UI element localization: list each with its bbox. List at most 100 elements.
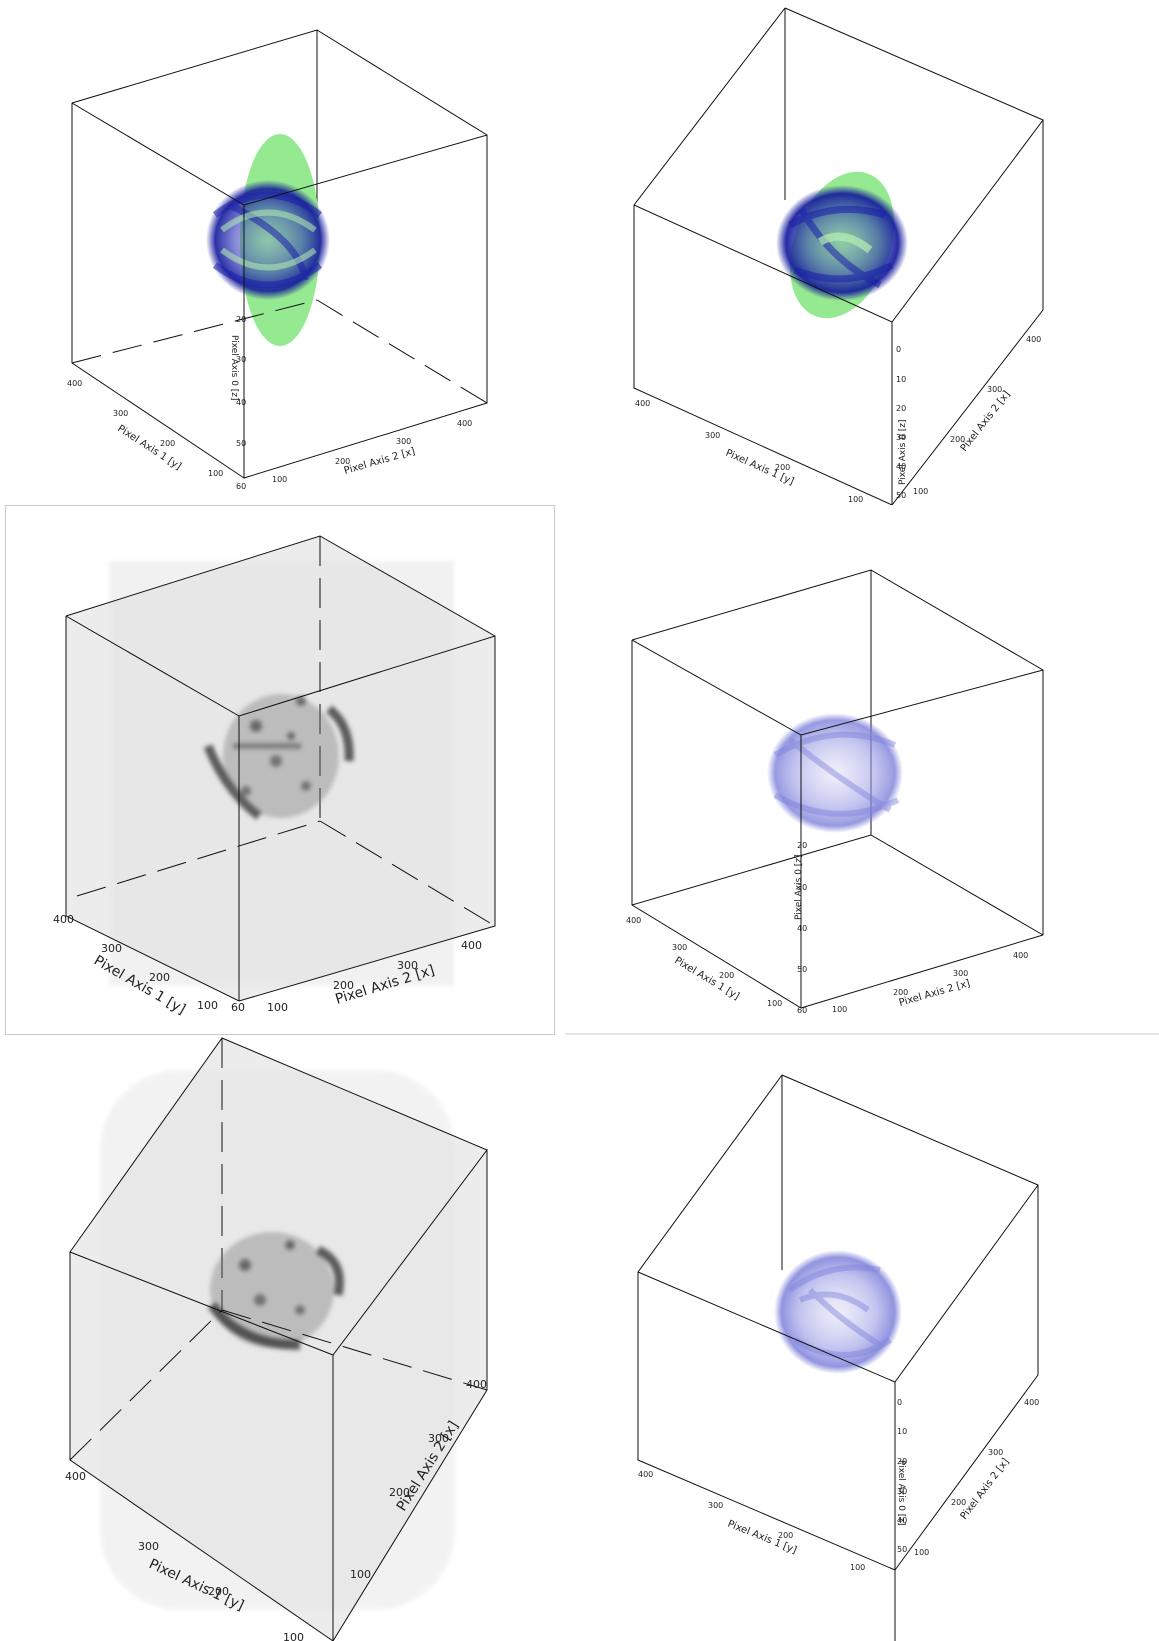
x-axis-label: Pixel Axis 2 [x] [898, 978, 972, 1009]
y-axis-ticks: 100 200 300 400 [65, 1470, 304, 1641]
x-tick: 200 [893, 988, 908, 997]
z-tick: 40 [897, 1516, 907, 1525]
z-tick: 20 [236, 315, 246, 324]
x-tick: 200 [950, 435, 965, 444]
z-axis-ticks: 20 30 40 50 60 [797, 841, 807, 1015]
cube-back-edges [637, 1074, 783, 1273]
y-tick: 300 [708, 1501, 723, 1510]
y-axis-ticks: 100 200 300 400 [53, 913, 218, 1012]
x-tick: 400 [1026, 335, 1041, 344]
x-tick: 400 [461, 939, 482, 952]
panel-bottom-right: 0 10 20 30 40 50 Pixel Axis 0 [z] 100 20… [580, 1035, 1159, 1641]
z-tick: 20 [797, 841, 807, 850]
y-tick: 100 [767, 999, 782, 1008]
z-axis-label: Pixel Axis 0 [z] [896, 1460, 906, 1526]
y-axis-ticks: 100 200 300 400 [626, 916, 782, 1008]
y-tick: 200 [208, 1585, 229, 1598]
x-tick: 200 [389, 1486, 410, 1499]
blue-ring-volume [776, 185, 908, 301]
z-tick: 10 [897, 1427, 907, 1436]
z-tick: 40 [797, 924, 807, 933]
cube-front-edges [69, 1037, 488, 1253]
panel-top-left: 20 30 40 50 60 Pixel Axis 0 [z] 100 200 … [0, 0, 560, 505]
panel-middle-left: 100 200 300 400 Pixel Axis 1 [y] 60 100 … [5, 505, 555, 1035]
y-tick: 200 [778, 1531, 793, 1540]
z-tick: 0 [897, 1398, 902, 1407]
x-axis-ticks: 100 200 300 400 [350, 1378, 487, 1581]
z-axis-label: Pixel Axis 0 [z] [898, 419, 908, 485]
cube-front-edges [65, 535, 496, 637]
x-axis-label: Pixel Axis 2 [x] [343, 446, 417, 477]
x-tick: 300 [396, 437, 411, 446]
z-tick: 30 [236, 355, 246, 364]
y-axis-ticks: 100 200 300 400 [67, 379, 223, 478]
z-tick: 20 [896, 404, 906, 413]
cube-front-edges [71, 102, 245, 479]
y-axis-ticks: 100 200 300 400 [635, 399, 863, 504]
x-tick: 100 [913, 487, 928, 496]
cube-back-edges [631, 569, 1044, 935]
x-axis-label: Pixel Axis 2 [x] [959, 389, 1013, 454]
x-tick: 200 [335, 457, 350, 466]
x-tick: 200 [333, 979, 354, 992]
y-tick: 400 [626, 916, 641, 925]
y-tick: 300 [101, 942, 122, 955]
render-3d-volume: 20 30 40 50 60 Pixel Axis 0 [z] 100 200 … [565, 569, 1159, 1035]
z-axis-label: Pixel Axis 0 [z] [229, 335, 239, 401]
x-tick: 100 [272, 475, 287, 484]
z-tick: 50 [897, 1545, 907, 1554]
y-tick: 400 [635, 399, 650, 408]
x-tick: 100 [832, 1005, 847, 1014]
z-tick: 30 [897, 1487, 907, 1496]
z-tick: 50 [896, 491, 906, 500]
cube-back-edges [71, 29, 488, 136]
render-3d-volume: 0 10 20 30 40 50 Pixel Axis 0 [z] 100 20… [633, 7, 1044, 505]
x-axis-ticks: 100 200 300 400 [832, 951, 1028, 1014]
z-tick: 50 [236, 439, 246, 448]
y-tick: 100 [850, 1563, 865, 1572]
z-axis-label: Pixel Axis 0 [z] [794, 854, 804, 920]
z-axis-ticks: 20 30 40 50 60 [236, 315, 246, 491]
y-tick: 100 [208, 469, 223, 478]
x-tick: 200 [951, 1498, 966, 1507]
y-tick: 400 [67, 379, 82, 388]
x-tick: 300 [428, 1432, 449, 1445]
x-tick: 100 [267, 1001, 288, 1014]
x-axis-label: Pixel Axis 2 [x] [959, 1456, 1012, 1521]
x-tick: 400 [1024, 1398, 1039, 1407]
z-tick: 30 [896, 433, 906, 442]
z-tick: 10 [896, 375, 906, 384]
y-tick: 200 [160, 439, 175, 448]
render-3d-volume: 0 10 20 30 40 50 Pixel Axis 0 [z] 100 20… [637, 1074, 1039, 1641]
y-tick: 300 [672, 943, 687, 952]
x-tick: 400 [457, 419, 472, 428]
z-tick: 60 [797, 1006, 807, 1015]
x-axis-ticks: 100 200 300 400 [267, 939, 482, 1014]
x-tick: 400 [1013, 951, 1028, 960]
z-tick: 50 [797, 965, 807, 974]
dark-blob-shell [203, 694, 354, 820]
render-3d-volume: 100 200 300 400 Pixel Axis 1 [y] 60 100 … [53, 535, 496, 1018]
z-tick: 40 [236, 398, 246, 407]
y-tick: 300 [705, 431, 720, 440]
z-axis-ticks: 0 10 20 30 40 50 [897, 1398, 907, 1554]
z-tick: 30 [797, 883, 807, 892]
x-tick: 400 [466, 1378, 487, 1391]
y-tick: 300 [113, 409, 128, 418]
y-tick: 100 [848, 495, 863, 504]
x-axis-ticks: 100 200 300 400 [913, 335, 1041, 496]
cube-back-edges [633, 7, 786, 206]
panel-top-right: 0 10 20 30 40 50 Pixel Axis 0 [z] 100 20… [580, 0, 1159, 505]
y-tick: 200 [719, 971, 734, 980]
light-blue-ring-volume [774, 1250, 902, 1374]
x-tick: 300 [988, 1448, 1003, 1457]
z-tick: 0 [896, 345, 901, 354]
y-tick: 300 [138, 1540, 159, 1553]
y-tick: 100 [197, 999, 218, 1012]
render-3d-volume: 20 30 40 50 60 Pixel Axis 0 [z] 100 200 … [67, 29, 488, 491]
y-axis-ticks: 100 200 300 400 [638, 1470, 865, 1572]
render-3d-volume: 100 200 300 400 Pixel Axis 1 [y] 100 200… [65, 1037, 488, 1641]
y-tick: 100 [283, 1631, 304, 1641]
x-tick: 300 [987, 385, 1002, 394]
z-tick: 20 [897, 1457, 907, 1466]
